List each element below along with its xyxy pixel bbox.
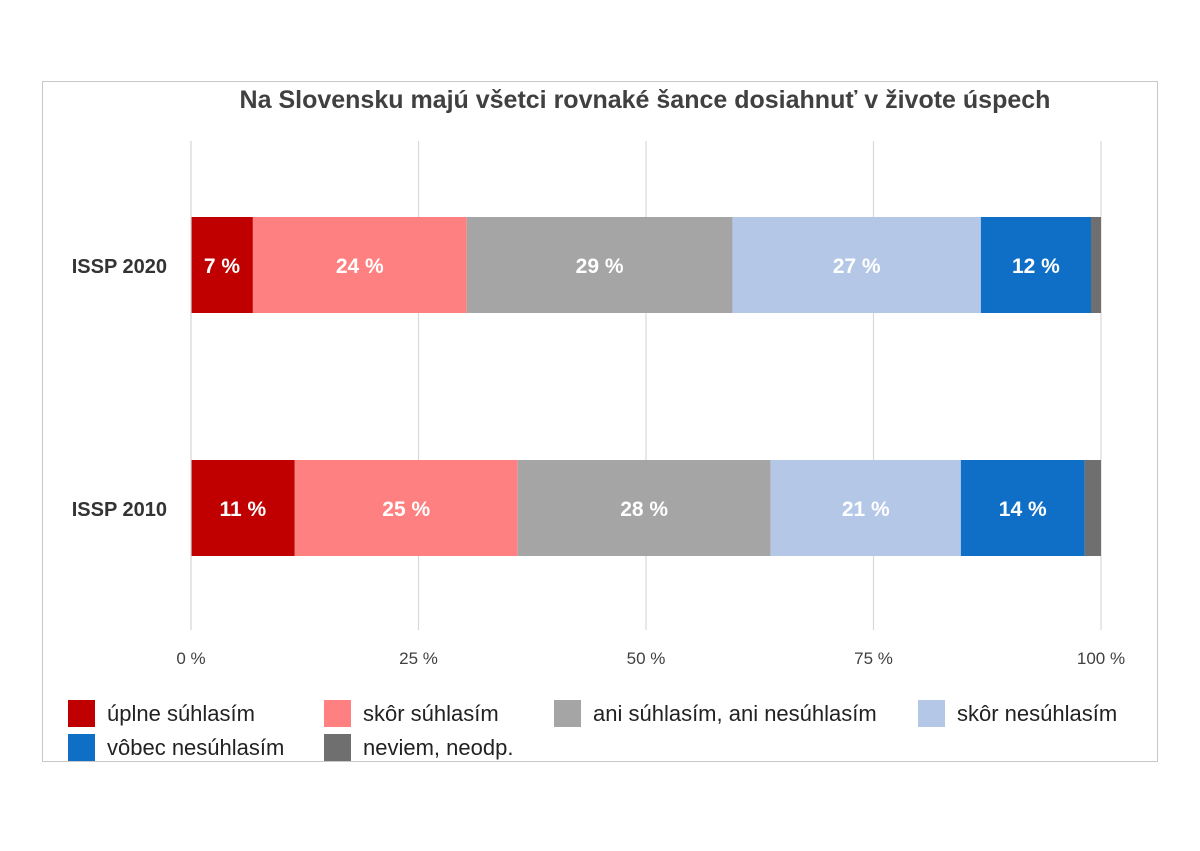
- bar-segment: [466, 217, 733, 313]
- legend-label: vôbec nesúhlasím: [107, 734, 285, 760]
- data-label: 27 %: [833, 255, 881, 278]
- legend-item: skôr nesúhlasím: [918, 700, 1117, 727]
- legend-label: ani súhlasím, ani nesúhlasím: [593, 700, 877, 726]
- bar-segment: [252, 217, 467, 313]
- data-label: 11 %: [220, 498, 267, 521]
- data-label: 14 %: [999, 498, 1047, 521]
- legend-swatch: [68, 700, 95, 727]
- x-tick-label: 25 %: [399, 649, 438, 668]
- legend-label: skôr súhlasím: [363, 700, 499, 726]
- bar-segment: [960, 460, 1085, 556]
- legend-item: ani súhlasím, ani nesúhlasím: [554, 700, 877, 727]
- data-label: 25 %: [382, 498, 430, 521]
- data-label: 7 %: [204, 255, 241, 278]
- bar-segment: [1084, 460, 1101, 556]
- bar-segment: [191, 217, 253, 313]
- x-tick-label: 0 %: [176, 649, 205, 668]
- bar-segment: [191, 460, 295, 556]
- legend-swatch: [324, 700, 351, 727]
- data-label: 21 %: [842, 498, 890, 521]
- legend-label: skôr nesúhlasím: [957, 700, 1118, 726]
- data-label: 28 %: [620, 498, 668, 521]
- bar-segment: [517, 460, 771, 556]
- legend-item: skôr súhlasím: [324, 700, 499, 727]
- legend-swatch: [554, 700, 581, 727]
- category-label: ISSP 2010: [72, 499, 167, 521]
- category-label: ISSP 2020: [72, 256, 167, 278]
- legend-swatch: [324, 734, 351, 761]
- legend-item: vôbec nesúhlasím: [68, 734, 284, 761]
- chart-frame: [42, 81, 1158, 762]
- bar-segment: [770, 460, 961, 556]
- legend-item: neviem, neodp.: [324, 734, 513, 761]
- legend-item: úplne súhlasím: [68, 700, 255, 727]
- bar-segment: [1090, 217, 1101, 313]
- legend-label: neviem, neodp.: [363, 734, 514, 760]
- chart-title: Na Slovensku majú všetci rovnaké šance d…: [239, 86, 1051, 114]
- x-tick-label: 75 %: [854, 649, 893, 668]
- bar-segment: [980, 217, 1091, 313]
- x-tick-label: 50 %: [627, 649, 666, 668]
- data-label: 24 %: [336, 255, 384, 278]
- legend-swatch: [68, 734, 95, 761]
- data-label: 12 %: [1012, 255, 1060, 278]
- bar-segment: [732, 217, 981, 313]
- legend-label: úplne súhlasím: [107, 700, 255, 726]
- data-label: 29 %: [576, 255, 624, 278]
- legend-swatch: [918, 700, 945, 727]
- x-tick-label: 100 %: [1077, 649, 1125, 668]
- bar-segment: [294, 460, 518, 556]
